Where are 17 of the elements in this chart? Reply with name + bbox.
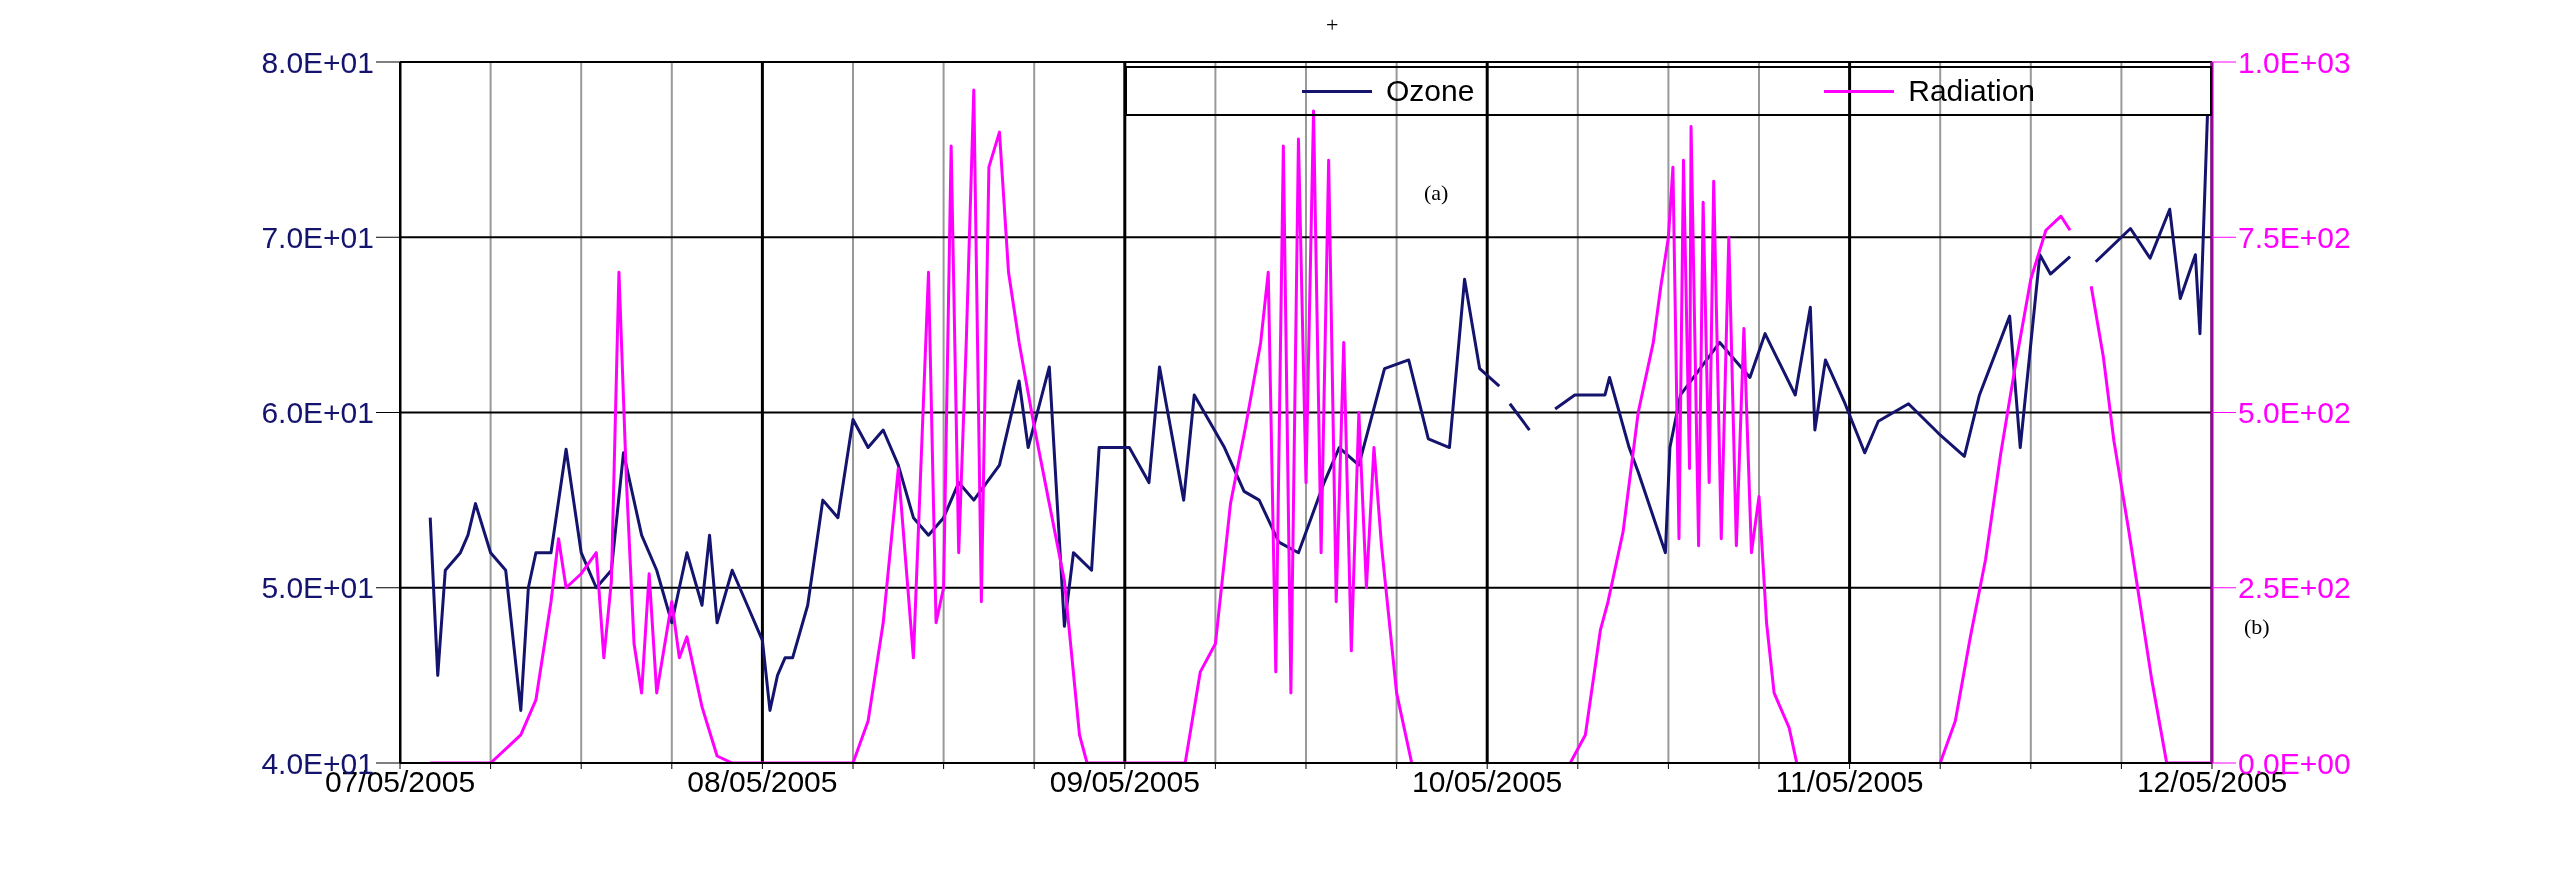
y-tick-label: 5.0E+01 [261, 571, 374, 605]
text: (b) [2244, 614, 2270, 640]
y2-tick-label: 1.0E+03 [2238, 45, 2351, 79]
y-tick-label: 6.0E+01 [261, 396, 374, 430]
text: + [1326, 12, 1339, 38]
annotation: (a) [1424, 180, 1449, 206]
y2-tick-label: 7.5E+02 [2238, 220, 2351, 254]
x-tick-label: 10/05/2005 [1412, 765, 1563, 799]
x-tick-label: 11/05/2005 [1775, 765, 1924, 799]
y-tick-label: 8.0E+01 [261, 45, 374, 79]
y-tick-label: 7.0E+01 [261, 220, 374, 254]
x-tick-label: 08/05/2005 [687, 765, 838, 799]
x-tick-label: 09/05/2005 [1049, 765, 1200, 799]
legend-label: Ozone [1385, 74, 1475, 108]
y2-tick-label: 2.5E+02 [2238, 571, 2351, 605]
y2-tick-label: 5.0E+02 [2238, 396, 2351, 430]
legend-label: Radiation [1908, 74, 2036, 108]
